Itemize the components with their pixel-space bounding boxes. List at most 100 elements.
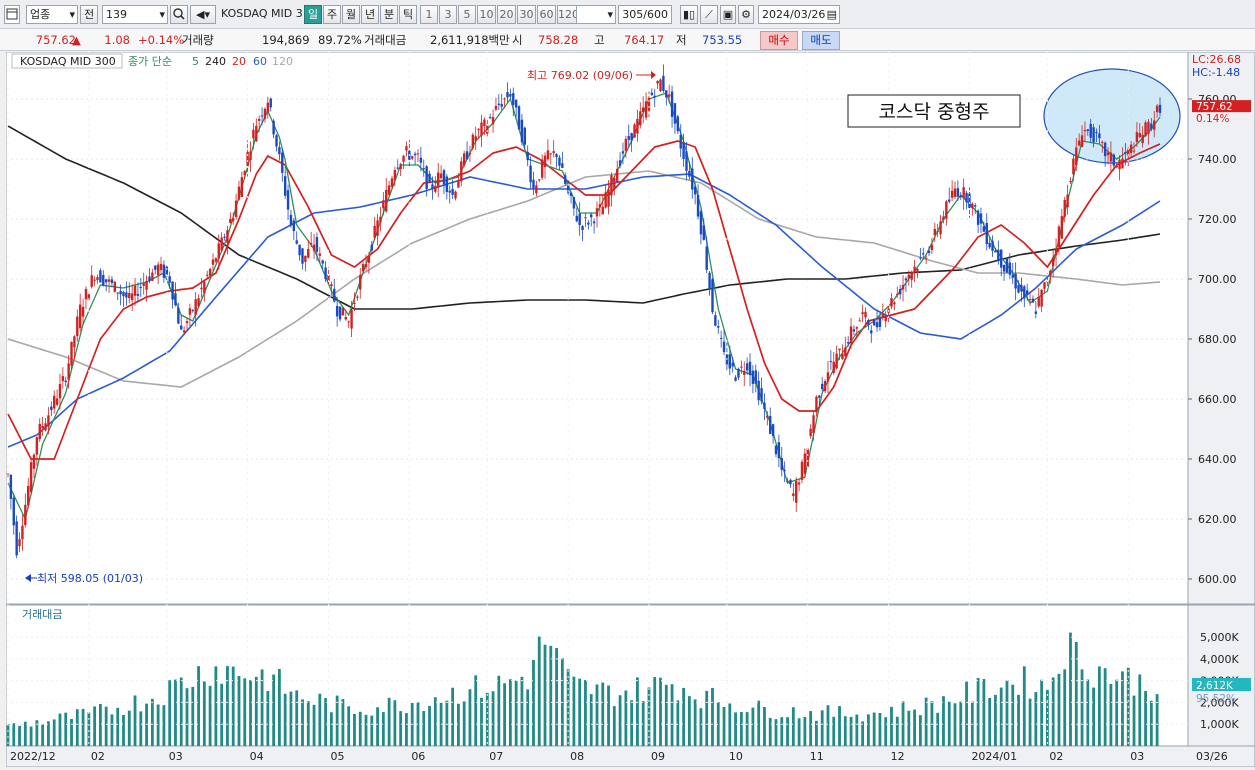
minute-button-3[interactable]: 3 (439, 5, 457, 24)
minute-button-120[interactable]: 120 (557, 5, 579, 24)
count-field[interactable]: 305/600 (618, 5, 672, 24)
period-button-1[interactable]: 주 (323, 5, 341, 24)
candle-body (1124, 152, 1127, 154)
period-button-0[interactable]: 일 (304, 5, 322, 24)
volume-bar (693, 699, 697, 746)
volume-bar (884, 717, 888, 746)
candle-body (1155, 105, 1159, 113)
candle-body (927, 250, 931, 254)
candle-type-icon[interactable]: ▮▯ (680, 5, 698, 24)
search-icon[interactable] (170, 5, 188, 24)
gear-icon[interactable]: ⚙ (738, 5, 754, 24)
calendar-icon[interactable]: ▤ (826, 8, 837, 21)
volume-bar (537, 636, 541, 746)
candle-body (818, 395, 821, 398)
candle-body (309, 243, 313, 245)
candle-body (335, 305, 339, 317)
candle-body (933, 228, 936, 236)
volume-bar (1074, 642, 1078, 746)
amount-label: 거래대금 (364, 33, 407, 47)
minute-button-5[interactable]: 5 (458, 5, 476, 24)
volume-bar (1017, 694, 1020, 746)
date-tick-label: 10 (729, 750, 743, 763)
candle-body (994, 250, 997, 253)
candle-body (714, 315, 717, 326)
candle-body (1092, 127, 1095, 143)
minute-button-30[interactable]: 30 (517, 5, 536, 24)
candle-body (939, 221, 942, 235)
candle-body (639, 111, 642, 126)
candle-body (783, 470, 786, 472)
current-price: 757.62 (35, 33, 76, 47)
candle-body (942, 216, 945, 221)
candle-body (188, 308, 192, 315)
market-select[interactable]: 업종 ▾ (26, 5, 78, 24)
candle-body (1023, 286, 1026, 299)
volume-bar (468, 689, 472, 746)
candle-body (893, 302, 896, 305)
date-tick-label: 2024/01 (971, 750, 1017, 763)
minute-button-10[interactable]: 10 (477, 5, 496, 24)
volume-bar (393, 700, 397, 746)
candle-body (211, 259, 215, 265)
minute-button-1[interactable]: 1 (420, 5, 438, 24)
period-button-5[interactable]: 틱 (399, 5, 417, 24)
sell-button[interactable]: 매도 (802, 31, 840, 50)
volume-tick-label: 5,000K (1200, 631, 1239, 644)
volume-bar (1155, 694, 1159, 746)
period-button-4[interactable]: 분 (380, 5, 398, 24)
window-menu-icon[interactable] (4, 5, 20, 24)
candle-body (1106, 152, 1110, 156)
candle-body (855, 327, 859, 329)
candle-body (881, 314, 885, 317)
save-icon[interactable]: ▣ (720, 5, 736, 24)
candle-body (564, 175, 567, 184)
candle-body (220, 237, 223, 251)
count-select[interactable]: ▾ (576, 5, 616, 24)
price-tick-label: 640.00 (1198, 453, 1237, 466)
candle-body (864, 311, 867, 318)
date-field[interactable]: 2024/03/26 ▤ (758, 5, 840, 24)
volume-bars (6, 632, 1159, 746)
buy-button[interactable]: 매수 (760, 31, 798, 50)
candle-body (965, 192, 968, 203)
period-button-2[interactable]: 월 (342, 5, 360, 24)
candle-body (58, 384, 62, 399)
volume-tick-label: 1,000K (1200, 718, 1239, 731)
indicator-icon[interactable]: ⟋ (700, 5, 718, 24)
low-arrow-icon (25, 574, 31, 582)
candle-body (390, 178, 394, 187)
candle-body (688, 170, 691, 177)
candle-body (578, 213, 581, 226)
volume-bar (243, 678, 247, 746)
period-type-button[interactable]: 전 (80, 5, 98, 24)
candle-body (1127, 148, 1130, 156)
candle-body (416, 153, 420, 155)
candle-body (457, 180, 460, 188)
candle-body (699, 211, 703, 235)
chart-area[interactable]: 600.00 620.00 640.00 660.00 680.00 700.00 720.… (5, 51, 1255, 768)
code-input[interactable]: 139 ▾ (102, 5, 168, 24)
candle-body (1000, 249, 1003, 268)
title-box-frame (847, 94, 1021, 128)
candle-body (27, 485, 30, 506)
minute-button-60[interactable]: 60 (537, 5, 556, 24)
volume-bar (988, 698, 992, 746)
candle-body (849, 326, 853, 344)
volume-bar (1097, 666, 1101, 746)
volume-bar (849, 716, 853, 746)
candle-body (1144, 122, 1147, 136)
candle-body (543, 155, 547, 167)
candle-body (852, 329, 856, 332)
candle-body (486, 125, 489, 134)
volume-bar (936, 712, 940, 746)
volume-bar (1086, 679, 1090, 746)
candle-body (924, 257, 928, 259)
price-chart[interactable]: 600.00 620.00 640.00 660.00 680.00 700.00 720.… (5, 51, 1255, 768)
minute-button-20[interactable]: 20 (497, 5, 516, 24)
sound-icon[interactable]: ◀▾ (190, 5, 216, 24)
period-button-3[interactable]: 년 (361, 5, 379, 24)
volume-bar (35, 720, 39, 746)
candle-body (353, 302, 356, 304)
volume-bar (734, 712, 737, 746)
